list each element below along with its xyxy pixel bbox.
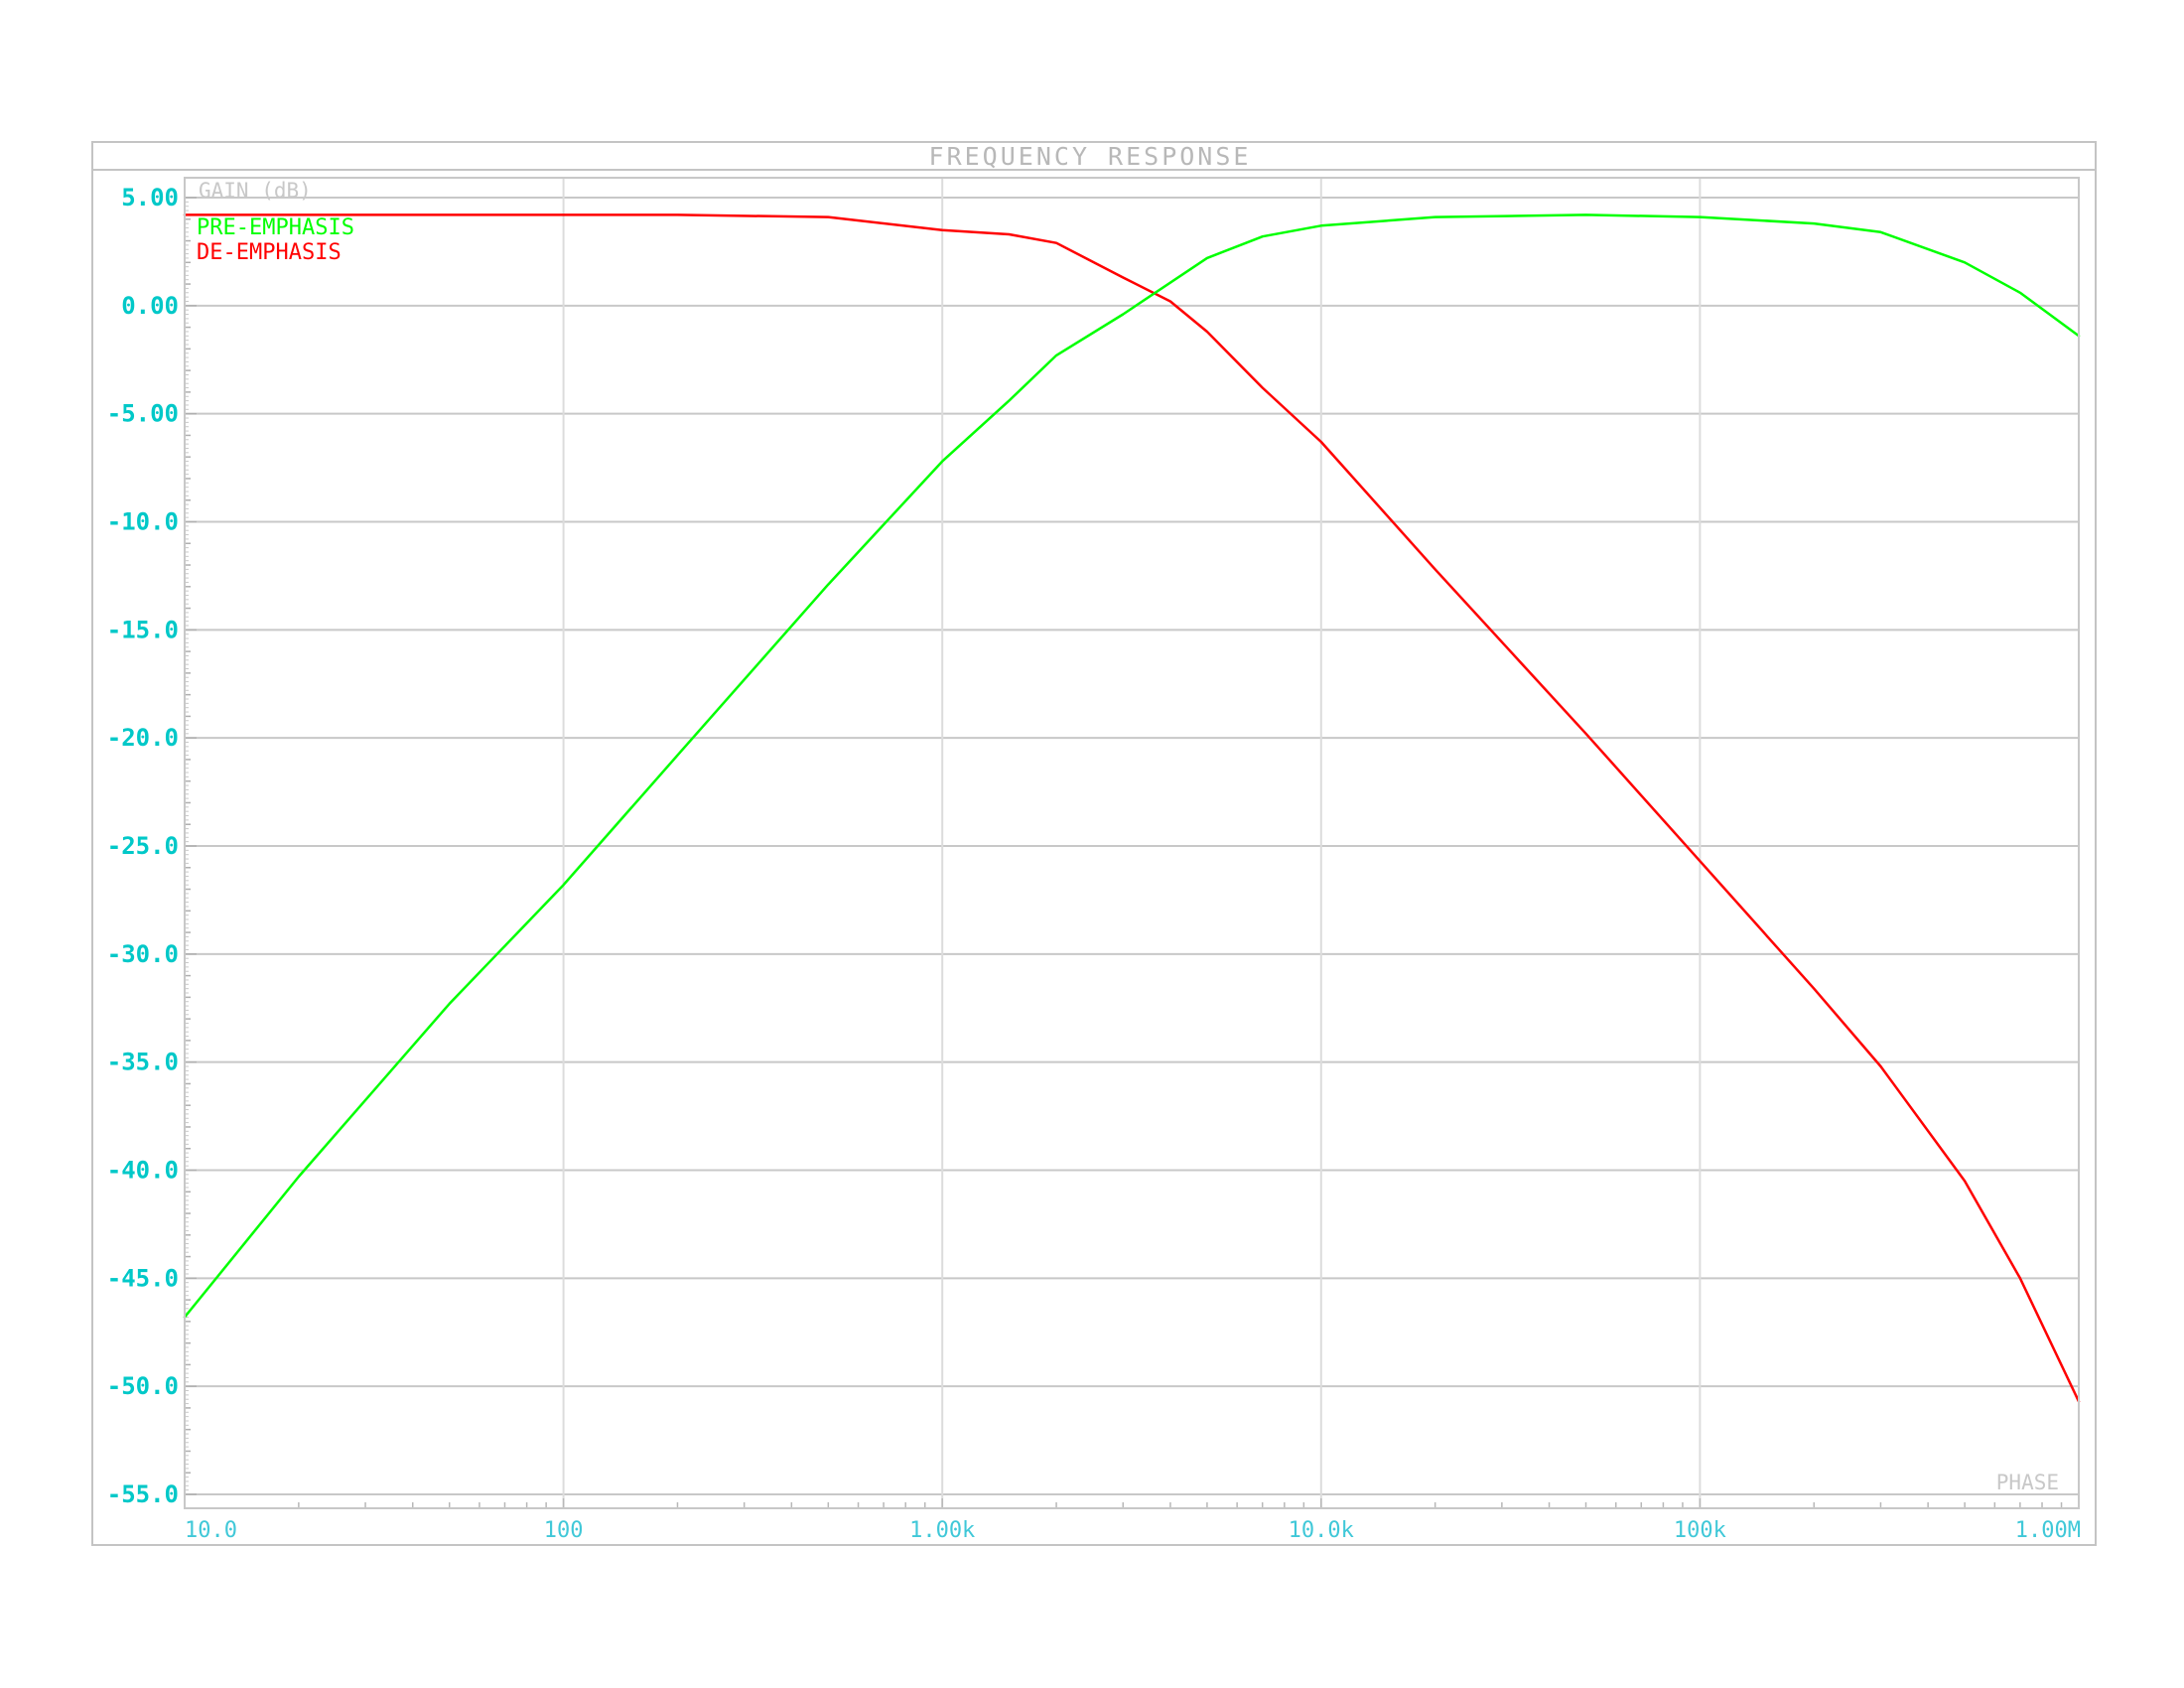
y-tick-label: 5.00 (121, 184, 179, 211)
outer-frame (91, 141, 2097, 1546)
y-axis-ticks (185, 197, 197, 1495)
legend-pre-emphasis: PRE-EMPHASIS (197, 215, 354, 240)
de-emphasis-line (183, 213, 2081, 1403)
x-tick-label: 100 (544, 1518, 584, 1543)
y-tick-label: -45.0 (107, 1264, 179, 1292)
y-tick-label: -15.0 (107, 616, 179, 643)
y-tick-label: 0.00 (121, 292, 179, 320)
x-tick-label: 10.0k (1289, 1518, 1354, 1543)
y-tick-label: -40.0 (107, 1157, 179, 1185)
grid (184, 178, 2080, 1508)
y-tick-label: -5.00 (107, 400, 179, 428)
y-axis-title: GAIN (dB) (199, 179, 312, 203)
chart-title: FREQUENCY RESPONSE (929, 142, 1252, 171)
x-axis-labels: 10.0 100 1.00k 10.0k 100k 1.00M (185, 1518, 2081, 1543)
x-tick-label: 1.00M (2015, 1518, 2081, 1543)
legend-de-emphasis: DE-EMPHASIS (197, 240, 341, 265)
y-tick-label: -55.0 (107, 1480, 179, 1508)
y-tick-label: -35.0 (107, 1049, 179, 1076)
series-layer (183, 213, 2081, 1403)
x-tick-label: 10.0 (185, 1518, 237, 1543)
y-tick-label: -30.0 (107, 940, 179, 968)
pre-emphasis-line (183, 213, 2081, 1319)
y-tick-label: -10.0 (107, 508, 179, 536)
y-tick-label: -50.0 (107, 1372, 179, 1400)
y-axis-labels: 5.00 0.00 -5.00 -10.0 -15.0 -20.0 -25.0 -30.0 -3… (107, 184, 179, 1508)
x-tick-label: 100k (1674, 1518, 1726, 1543)
corner-label-phase: PHASE (1996, 1471, 2059, 1494)
y-tick-label: -20.0 (107, 724, 179, 752)
plot-area-border (184, 177, 2080, 1509)
x-axis-ticks (184, 1498, 2063, 1508)
x-tick-label: 1.00k (909, 1518, 975, 1543)
y-tick-label: -25.0 (107, 832, 179, 860)
